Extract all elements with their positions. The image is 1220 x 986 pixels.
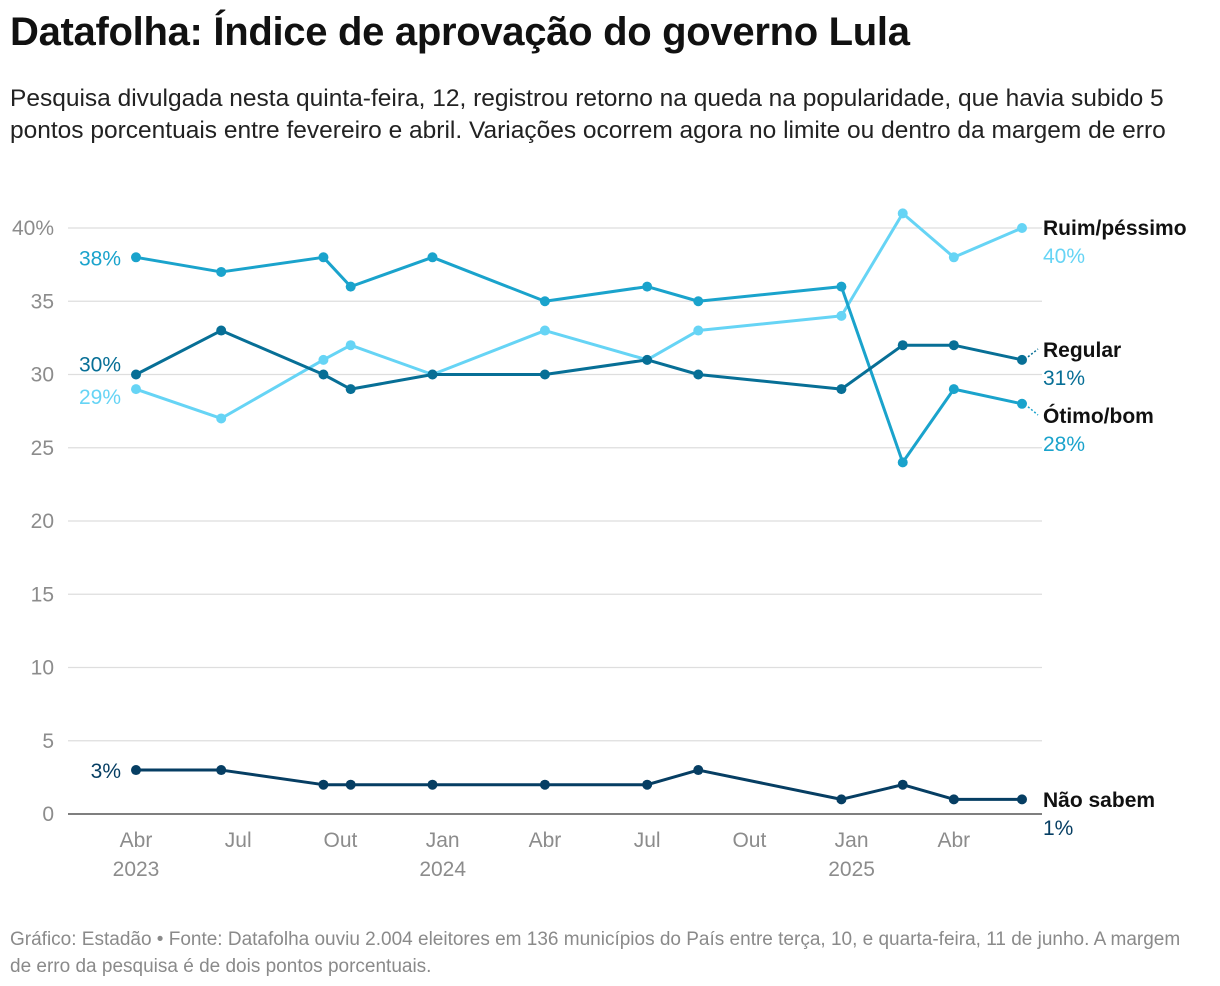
data-point-nao-sabem [318, 779, 329, 790]
data-point-regular [1017, 354, 1027, 365]
y-tick-label: 15 [31, 583, 54, 606]
data-point-nao-sabem [836, 794, 847, 805]
data-point-nao-sabem [693, 765, 704, 776]
data-point-nao-sabem [897, 779, 908, 790]
data-point-otimo-bom [836, 281, 847, 292]
leader-line [1027, 406, 1039, 416]
y-tick-label: 25 [31, 437, 54, 460]
data-point-regular [216, 325, 227, 336]
data-point-nao-sabem [642, 779, 653, 790]
leader-line [1027, 348, 1039, 358]
data-point-ruim-pessimo [897, 208, 908, 219]
data-point-ruim-pessimo [216, 413, 227, 424]
series-name-label: Não sabem [1043, 789, 1155, 812]
data-point-otimo-bom [318, 252, 329, 263]
series-line-nao-sabem [134, 768, 1024, 801]
data-point-otimo-bom [948, 384, 959, 395]
gridlines [68, 227, 1042, 815]
series-name-label: Ruim/péssimo [1043, 217, 1187, 240]
series-lines [131, 208, 1027, 805]
x-tick-label: Abr [120, 829, 153, 852]
data-point-otimo-bom [539, 296, 550, 307]
data-point-ruim-pessimo [318, 354, 329, 365]
data-point-regular [345, 384, 356, 395]
data-point-regular [948, 340, 959, 351]
data-point-ruim-pessimo [539, 325, 550, 336]
x-tick-label: Jul [225, 829, 252, 852]
y-tick-label: 20 [31, 510, 54, 533]
start-value-label: 29% [79, 386, 121, 409]
data-point-nao-sabem [1017, 794, 1027, 805]
data-point-ruim-pessimo [948, 252, 959, 263]
data-point-nao-sabem [427, 779, 438, 790]
y-tick-label: 35 [31, 290, 54, 313]
data-point-ruim-pessimo [1017, 223, 1027, 233]
data-point-regular [642, 354, 653, 365]
end-value-label: 1% [1043, 817, 1073, 840]
x-tick-label: Out [732, 829, 766, 852]
x-tick-label: Out [324, 829, 358, 852]
data-point-nao-sabem [539, 779, 550, 790]
start-value-label: 38% [79, 247, 121, 270]
series-line-regular [134, 329, 1024, 391]
data-point-regular [539, 369, 550, 380]
x-tick-label: Jan [426, 829, 460, 852]
data-point-otimo-bom [642, 281, 653, 292]
series-line-ruim-pessimo [134, 211, 1024, 420]
data-point-otimo-bom [427, 252, 438, 263]
x-tick-year-label: 2024 [419, 858, 466, 881]
data-point-nao-sabem [131, 765, 141, 776]
data-point-ruim-pessimo [345, 340, 356, 351]
series-name-label: Ótimo/bom [1043, 404, 1154, 428]
data-point-otimo-bom [693, 296, 704, 307]
data-point-otimo-bom [1017, 398, 1027, 409]
series-name-label: Regular [1043, 339, 1121, 362]
end-value-label: 28% [1043, 433, 1085, 456]
data-point-regular [693, 369, 704, 380]
end-value-label: 40% [1043, 245, 1085, 268]
data-point-regular [318, 369, 329, 380]
y-tick-label: 30 [31, 364, 54, 387]
x-tick-year-label: 2025 [828, 858, 875, 881]
x-tick-label: Abr [938, 829, 971, 852]
start-value-label: 3% [91, 760, 121, 783]
data-point-regular [427, 369, 438, 380]
chart-title: Datafolha: Índice de aprovação do govern… [10, 10, 910, 54]
data-point-nao-sabem [345, 779, 356, 790]
data-point-nao-sabem [216, 765, 227, 776]
y-tick-label: 0 [42, 803, 54, 826]
data-point-ruim-pessimo [131, 384, 141, 395]
x-tick-label: Abr [529, 829, 562, 852]
series-line-otimo-bom [134, 255, 1024, 464]
start-value-label: 30% [79, 354, 121, 377]
data-point-regular [897, 340, 908, 351]
x-axis: Abr 2023 Jul Out Jan 2024 Abr Jul Out Jan 2025 Abr [113, 829, 971, 881]
y-tick-label: 10 [31, 657, 54, 680]
x-tick-year-label: 2023 [113, 858, 160, 881]
y-axis: 0 5 10 15 20 25 30 35 40% [12, 217, 54, 826]
x-tick-label: Jul [634, 829, 661, 852]
data-point-otimo-bom [345, 281, 356, 292]
data-point-otimo-bom [897, 457, 908, 468]
y-tick-label: 5 [42, 730, 54, 753]
source-footer: Gráfico: Estadão • Fonte: Datafolha ouvi… [10, 929, 1181, 977]
data-point-otimo-bom [216, 266, 227, 277]
end-value-label: 31% [1043, 367, 1085, 390]
series-labels: 29% 38% 30% 3% Ruim/péssimo 40% Ótimo/bom 28% Re… [79, 217, 1187, 840]
chart-subtitle: Pesquisa divulgada nesta quinta-feira, 1… [10, 85, 1166, 144]
data-point-regular [836, 384, 847, 395]
data-point-otimo-bom [131, 252, 141, 263]
x-tick-label: Jan [835, 829, 869, 852]
data-point-regular [131, 369, 141, 380]
data-point-ruim-pessimo [693, 325, 704, 336]
data-point-ruim-pessimo [836, 310, 847, 321]
y-tick-label: 40% [12, 217, 54, 240]
data-point-nao-sabem [948, 794, 959, 805]
